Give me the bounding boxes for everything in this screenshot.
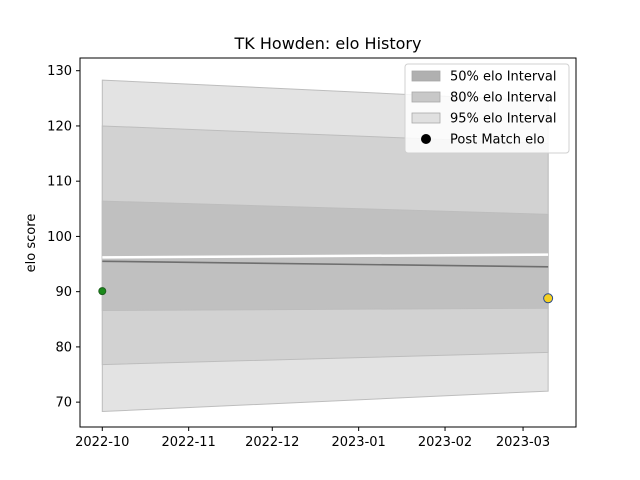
y-axis-label: elo score [24, 214, 39, 273]
post-match-points [98, 287, 554, 304]
legend-swatch-0 [411, 70, 441, 82]
chart-title: TK Howden: elo History [234, 34, 422, 53]
mean-elo-line [102, 260, 549, 268]
post-match-point-0 [98, 287, 107, 296]
legend-label-3: Post Match elo [450, 133, 545, 148]
x-axis-ticks: 2022-10 2022-11 2022-12 2023-01 2023-02 2023-… [75, 427, 550, 450]
y-tick-label-6: 130 [47, 64, 72, 79]
x-tick-label-3: 2023-01 [331, 435, 385, 450]
y-tick-label-1: 80 [55, 340, 72, 355]
legend-swatch-2 [411, 112, 441, 124]
x-tick-label-4: 2023-02 [418, 435, 472, 450]
band-gap-line [102, 253, 549, 259]
legend-label-0: 50% elo Interval [450, 70, 557, 85]
x-tick-label-0: 2022-10 [75, 435, 129, 450]
legend-box [404, 63, 570, 154]
x-tick-label-1: 2022-11 [162, 435, 216, 450]
x-tick-label-5: 2023-03 [496, 435, 550, 450]
legend-marker-3 [421, 134, 431, 144]
y-tick-label-0: 70 [55, 396, 72, 411]
y-axis-ticks: 70 80 90 100 110 120 130 [47, 64, 80, 411]
y-tick-label-4: 110 [47, 175, 72, 190]
y-tick-label-3: 100 [47, 230, 72, 245]
x-tick-label-2: 2022-12 [245, 435, 299, 450]
post-match-point-1 [543, 293, 554, 304]
band-gap [102, 253, 549, 259]
mean-line [102, 260, 549, 268]
y-tick-label-2: 90 [55, 285, 72, 300]
plot-frame [79, 57, 577, 428]
legend: 50% elo Interval 80% elo Interval 95% elo … [404, 63, 570, 154]
legend-label-1: 80% elo Interval [450, 91, 557, 106]
legend-swatch-1 [411, 91, 441, 103]
legend-label-2: 95% elo Interval [450, 112, 557, 127]
y-tick-label-5: 120 [47, 119, 72, 134]
